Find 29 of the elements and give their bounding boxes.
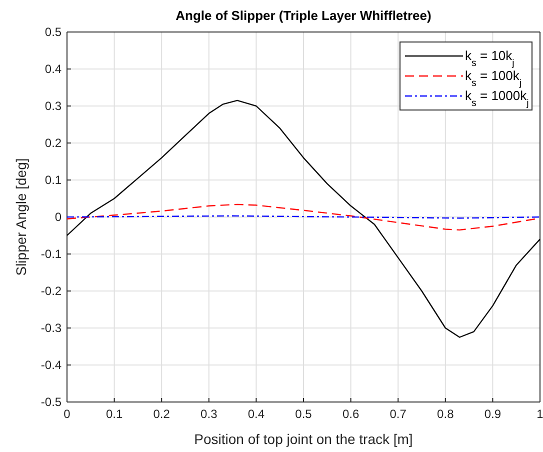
x-tick-label: 0.1 <box>106 407 123 422</box>
y-tick-label: -0.3 <box>40 320 62 335</box>
x-tick-label: 0.4 <box>248 407 265 422</box>
y-tick-label: 0.2 <box>44 136 62 150</box>
y-axis-title: Slipper Angle [deg] <box>13 158 29 276</box>
legend-label: k$_{s}$ = 10k$_{j}$ <box>465 48 514 68</box>
y-tick-label: 0.4 <box>44 62 62 76</box>
y-tick-label: 0.5 <box>44 24 62 39</box>
x-tick-label: 0.9 <box>484 407 502 422</box>
chart-title: Angle of Slipper (Triple Layer Whiffletree) <box>176 8 432 23</box>
y-tick-label: 0 <box>54 210 62 224</box>
x-tick-label: 0.8 <box>437 407 454 422</box>
line-series <box>66 100 541 338</box>
y-tick-label: -0.1 <box>40 246 62 261</box>
y-tick-label: 0.3 <box>44 98 62 113</box>
x-tick-label: 0.3 <box>200 407 218 422</box>
y-tick-label: -0.4 <box>40 358 62 372</box>
legend-label: k$_{s}$ = 100k$_{j}$ <box>465 68 522 88</box>
x-tick-label: 0.5 <box>295 407 312 422</box>
legend-label: k$_{s}$ = 1000k$_{j}$ <box>465 88 529 108</box>
x-tick-label: 1 <box>536 407 543 422</box>
x-tick-label: 0.7 <box>390 407 407 422</box>
y-tick-label: 0.1 <box>44 172 62 187</box>
x-axis-title: Position of top joint on the track [m] <box>194 431 413 447</box>
x-tick-label: 0 <box>64 407 71 422</box>
y-tick-label: -0.2 <box>40 284 62 298</box>
y-tick-label: -0.5 <box>40 394 62 409</box>
x-tick-label: 0.6 <box>342 407 360 422</box>
x-tick-label: 0.2 <box>153 407 170 422</box>
